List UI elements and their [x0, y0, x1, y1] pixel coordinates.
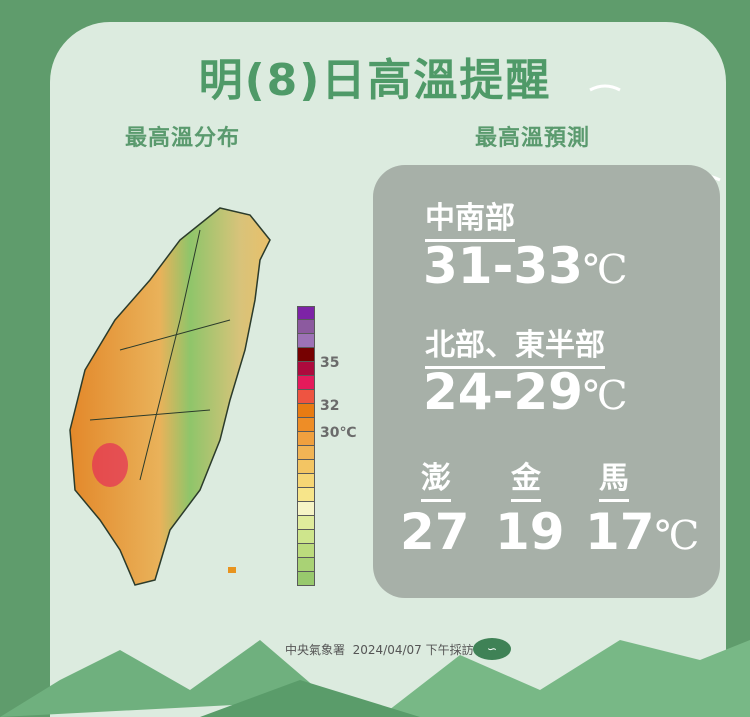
penghu-temp: 27 [400, 503, 470, 561]
matsu-label: 馬 [599, 453, 629, 502]
footer: 中央氣象署 2024/04/07 下午採訪 [285, 641, 474, 658]
legend-swatch [297, 572, 315, 586]
legend-swatch [297, 334, 315, 348]
unit: ℃ [654, 513, 700, 559]
taiwan-island [69, 207, 271, 586]
page-title: 明(8)日高溫提醒 [198, 55, 552, 106]
legend-swatch [297, 404, 315, 418]
legend-label-35: 35 [320, 355, 340, 371]
legend-swatch [297, 544, 315, 558]
legend-swatch [297, 488, 315, 502]
color-legend [297, 306, 315, 586]
legend-swatch [297, 320, 315, 334]
green-island [228, 567, 236, 573]
legend-swatch [297, 530, 315, 544]
north-east-range: 24-29 [423, 363, 583, 421]
forecast-panel: 中南部 31-33℃ 北部、東半部 24-29℃ 澎 金 馬 27 19 17℃ [373, 165, 720, 598]
legend-swatch [297, 418, 315, 432]
unit: ℃ [582, 247, 628, 293]
unit: ℃ [582, 373, 628, 419]
cwa-logo-icon: ∽ [473, 638, 511, 660]
legend-swatch [297, 558, 315, 572]
central-south-temp: 31-33℃ [423, 237, 628, 295]
agency-name: 中央氣象署 [285, 643, 346, 657]
legend-swatch [297, 348, 315, 362]
legend-swatch [297, 502, 315, 516]
legend-label-30: 30℃ [320, 425, 357, 441]
legend-swatch [297, 362, 315, 376]
legend-swatch [297, 516, 315, 530]
legend-swatch [297, 460, 315, 474]
legend-swatch [297, 376, 315, 390]
distribution-subtitle: 最高溫分布 [125, 126, 241, 151]
matsu-value: 17 [585, 503, 655, 561]
kinmen-label: 金 [511, 453, 541, 502]
legend-swatch [297, 432, 315, 446]
forecast-subtitle: 最高溫預測 [475, 126, 591, 151]
report-date: 2024/04/07 下午採訪 [352, 643, 474, 657]
north-east-label: 北部、東半部 [425, 320, 605, 369]
kinmen-temp: 19 [495, 503, 565, 561]
central-south-range: 31-33 [423, 237, 583, 295]
legend-label-32: 32 [320, 398, 340, 414]
central-south-label: 中南部 [425, 193, 515, 242]
penghu-label: 澎 [421, 453, 451, 502]
matsu-temp: 17℃ [585, 503, 699, 561]
legend-swatch [297, 390, 315, 404]
legend-swatch [297, 474, 315, 488]
legend-swatch [297, 306, 315, 320]
hot-spot [92, 443, 128, 487]
taiwan-temperature-map [69, 207, 271, 586]
legend-swatch [297, 446, 315, 460]
north-east-temp: 24-29℃ [423, 363, 628, 421]
